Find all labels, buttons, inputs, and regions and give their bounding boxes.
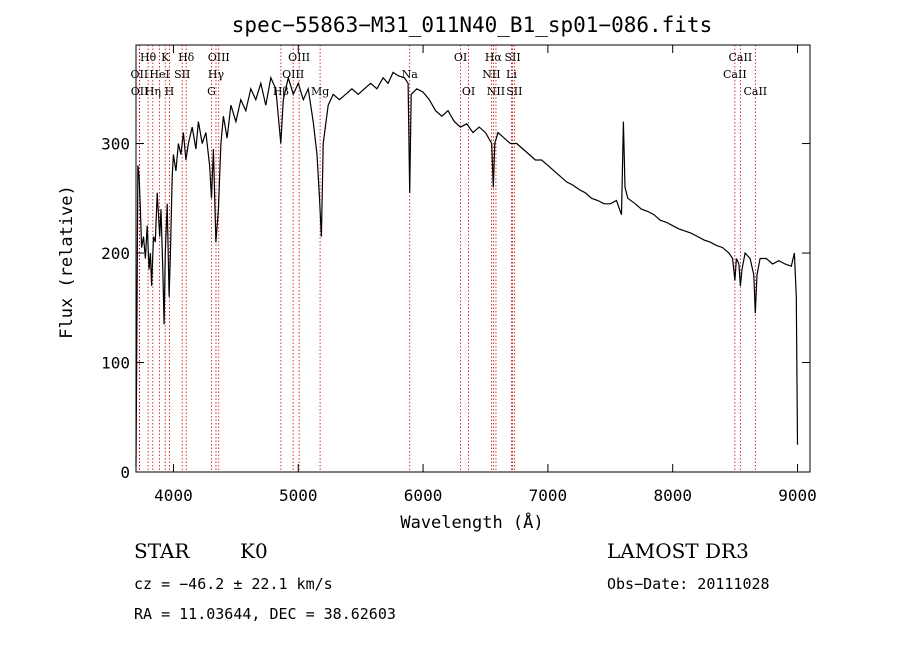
spectral-line-label: Li [506, 68, 517, 81]
spectral-line-label: H [165, 85, 175, 98]
y-axis-ticks: 0 100 200 300 [101, 135, 810, 482]
spectral-line-label: OIII [208, 51, 230, 64]
x-tick-label: 5000 [279, 486, 318, 505]
survey-name: LAMOST DR3 [607, 539, 749, 563]
x-tick-label: 7000 [529, 486, 568, 505]
x-tick-label: 8000 [653, 486, 692, 505]
spectral-line-label: CaII [743, 85, 767, 98]
sky-coordinates: RA = 11.03644, DEC = 38.62603 [134, 605, 396, 623]
chart-title: spec−55863−M31_011N40_B1_sp01−086.fits [232, 13, 712, 37]
x-axis-label: Wavelength (Å) [400, 511, 543, 533]
plot-frame [135, 44, 811, 473]
y-tick-label: 100 [101, 354, 130, 373]
y-tick-label: 300 [101, 135, 130, 154]
spectral-line-label: Mg [311, 85, 329, 98]
spectral-line-label: OII [131, 85, 149, 98]
y-axis-label: Flux (relative) [57, 185, 77, 339]
spectral-line-label: G [207, 85, 216, 98]
observation-date: Obs−Date: 20111028 [607, 575, 770, 593]
spectral-line-label: NII [482, 68, 500, 81]
spectral-line-label: Na [402, 68, 419, 81]
redshift-velocity: cz = −46.2 ± 22.1 km/s [134, 575, 333, 593]
spectral-line-label: SII [504, 51, 520, 64]
x-tick-label: 6000 [404, 486, 443, 505]
spectral-line-label: OII [131, 68, 149, 81]
spectral-line-label: SII [506, 85, 522, 98]
spectral-line-markers [138, 45, 756, 472]
spectral-subclass: K0 [240, 539, 268, 563]
spectral-line-label: OIII [282, 68, 304, 81]
object-class: STAR [134, 539, 190, 563]
x-axis-ticks: 4000 5000 6000 7000 8000 9000 [154, 45, 817, 505]
y-tick-label: 0 [120, 463, 130, 482]
y-tick-label: 200 [101, 244, 130, 263]
spectral-line-label: Hθ [140, 51, 157, 64]
spectral-line-label: CaII [723, 68, 747, 81]
spectrum-series-line [135, 71, 799, 467]
spectral-line-label: HeI [149, 68, 169, 81]
spectral-line-label: Hδ [178, 51, 195, 64]
spectral-line-label: K [161, 51, 170, 64]
spectral-line-label: OIII [288, 51, 310, 64]
x-tick-label: 4000 [154, 486, 193, 505]
spectral-line-label: CaII [729, 51, 753, 64]
x-tick-label: 9000 [778, 486, 817, 505]
spectral-line-label: SII [174, 68, 190, 81]
spectral-line-label: Hα [485, 51, 503, 64]
spectral-line-label: Hη [145, 85, 161, 98]
spectral-line-label: Hγ [208, 68, 225, 81]
spectral-line-label: OI [462, 85, 475, 98]
spectral-line-label: NII [487, 85, 505, 98]
spectral-line-label: OI [454, 51, 467, 64]
